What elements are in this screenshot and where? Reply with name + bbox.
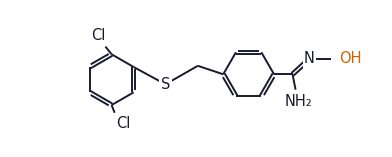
Text: Cl: Cl bbox=[116, 116, 131, 131]
Text: S: S bbox=[161, 77, 170, 92]
Text: OH: OH bbox=[339, 51, 361, 66]
Text: Cl: Cl bbox=[91, 28, 106, 43]
Text: N: N bbox=[304, 51, 315, 66]
Text: NH₂: NH₂ bbox=[285, 94, 312, 108]
